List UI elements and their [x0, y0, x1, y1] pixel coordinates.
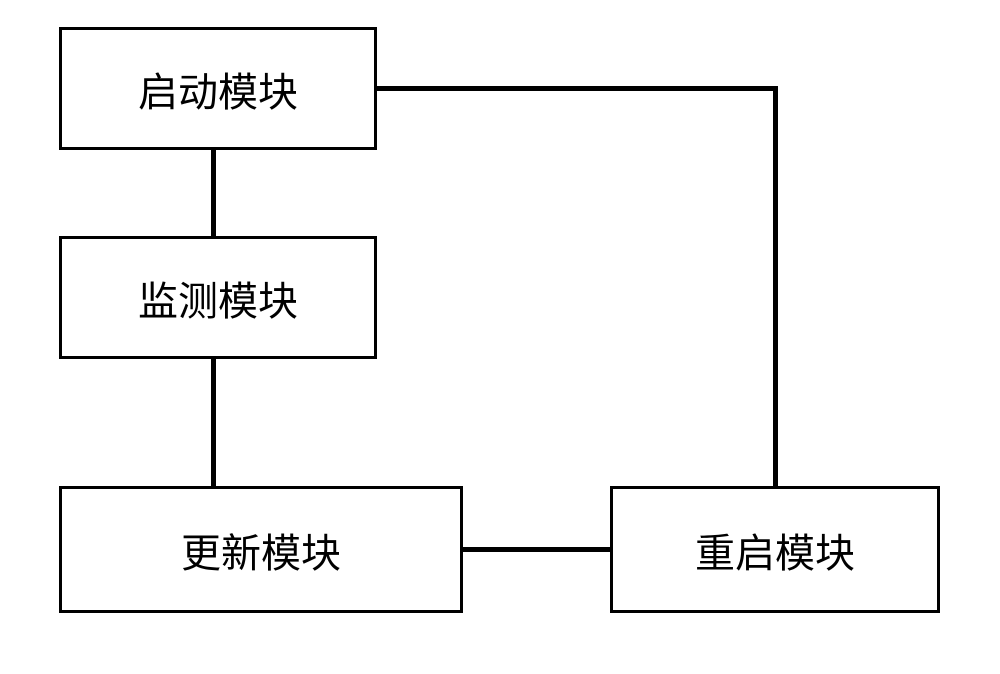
node-restart: 重启模块 — [610, 486, 940, 613]
node-start: 启动模块 — [59, 27, 377, 150]
node-start-label: 启动模块 — [138, 60, 298, 118]
edge-start-restart-h — [377, 86, 778, 91]
flowchart-diagram: 启动模块 监测模块 更新模块 重启模块 — [0, 0, 1000, 674]
edge-start-monitor — [211, 150, 216, 236]
node-restart-label: 重启模块 — [695, 521, 855, 579]
edge-monitor-update — [211, 359, 216, 486]
node-monitor: 监测模块 — [59, 236, 377, 359]
edge-start-restart-v — [773, 86, 778, 487]
node-update: 更新模块 — [59, 486, 463, 613]
node-monitor-label: 监测模块 — [138, 269, 298, 327]
node-update-label: 更新模块 — [181, 521, 341, 579]
edge-update-restart — [463, 547, 610, 552]
